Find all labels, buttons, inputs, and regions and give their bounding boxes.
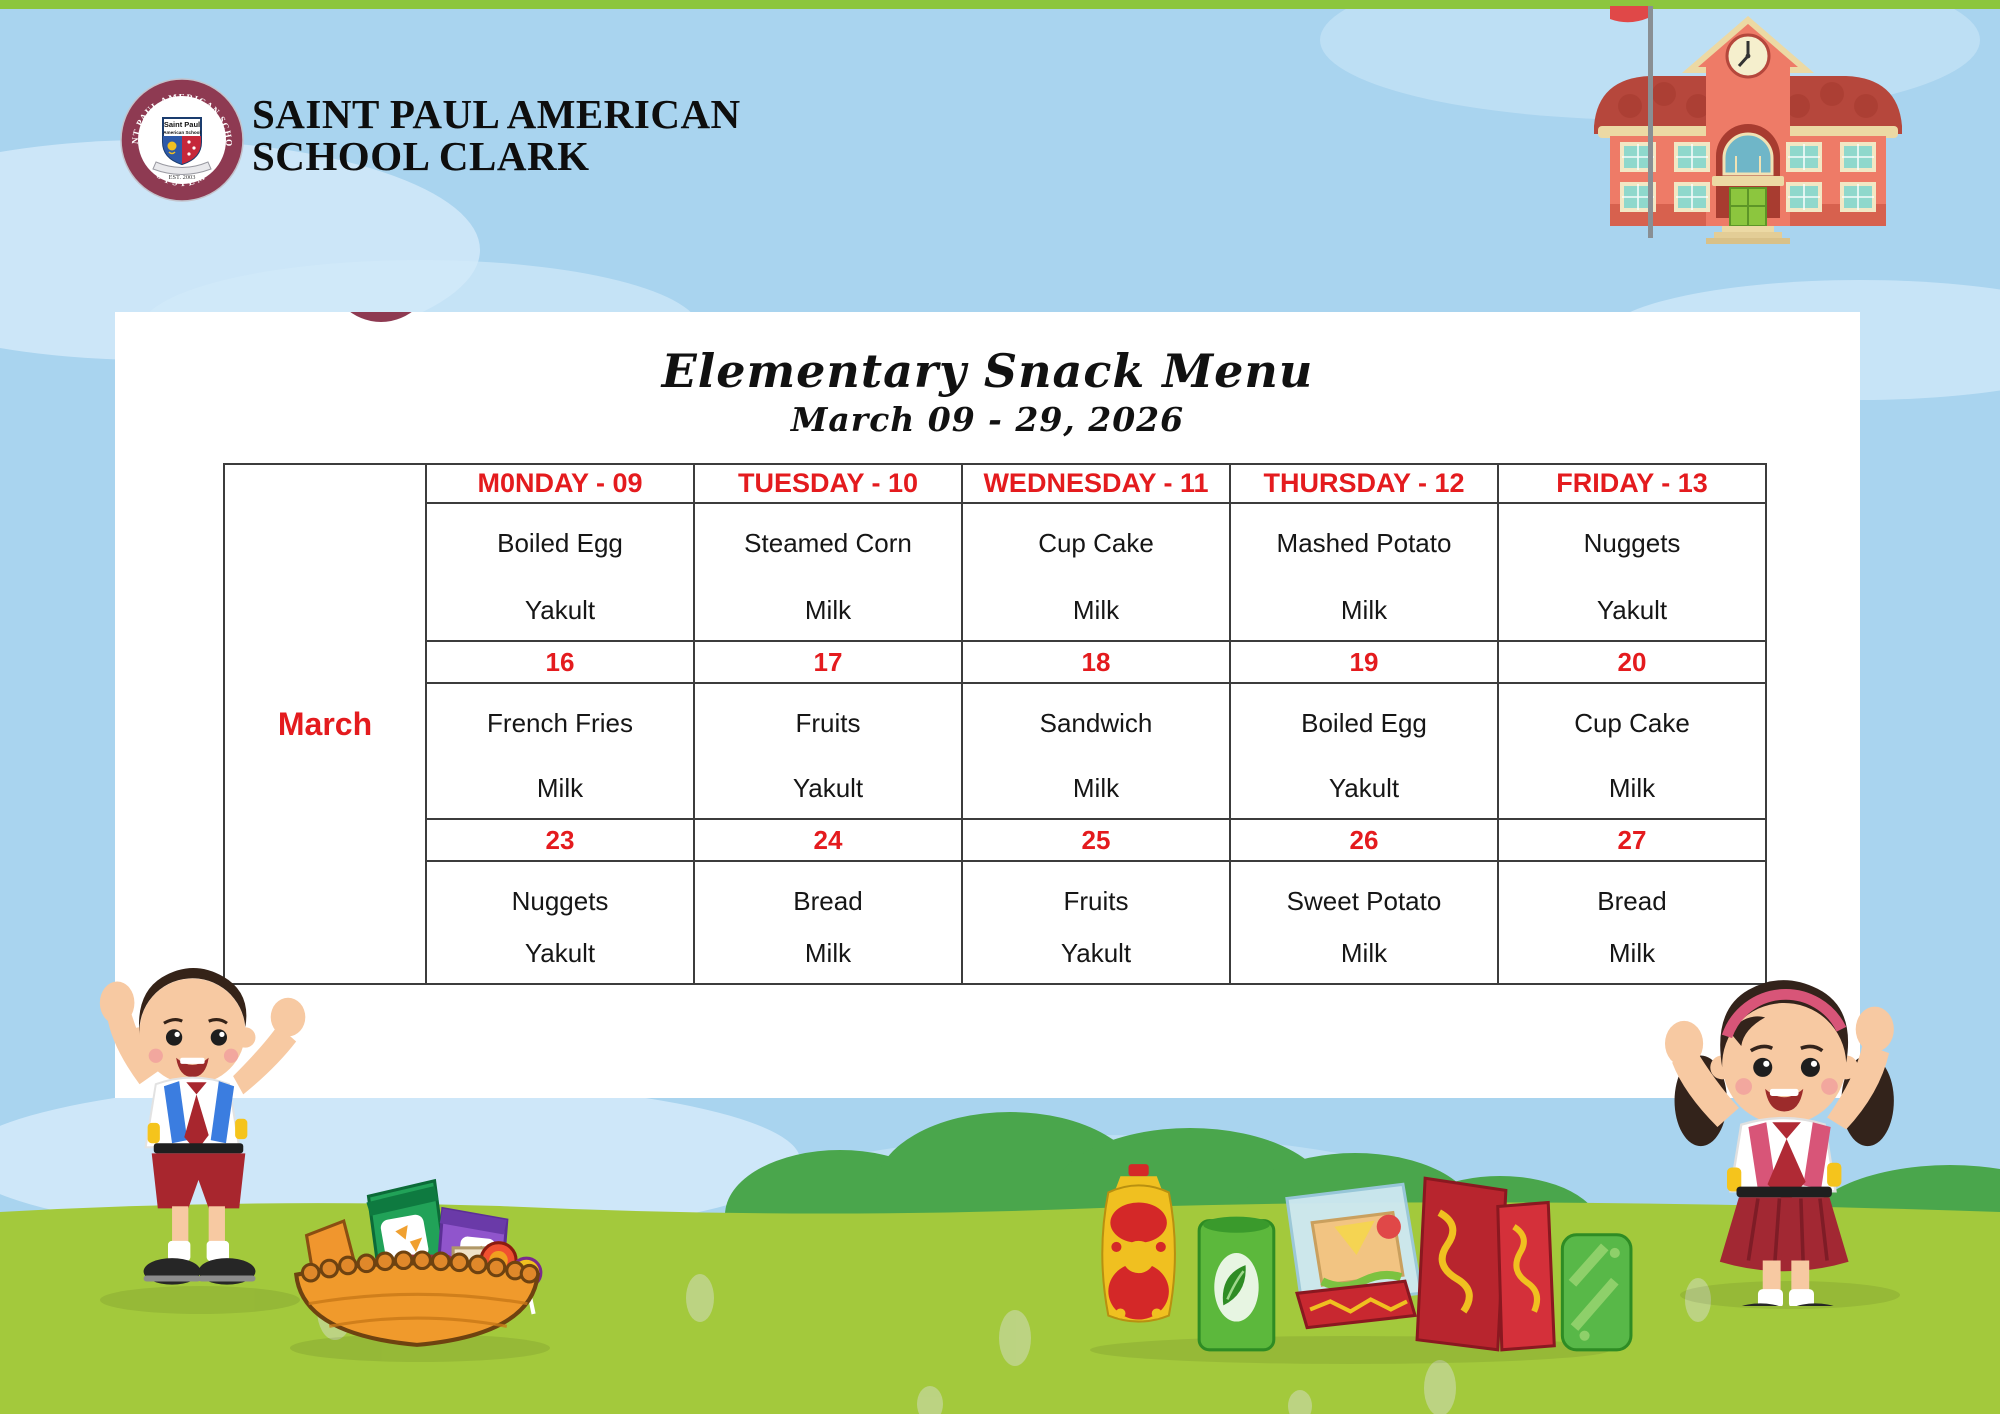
menu-drink: Milk [1608, 773, 1656, 803]
date-cell: 16 [425, 640, 695, 684]
menu-item: Bread [1597, 886, 1667, 916]
menu-item: Cup Cake [1574, 708, 1690, 738]
menu-item: Mashed Potato [1276, 528, 1452, 558]
menu-cell: Bread Milk [693, 860, 963, 985]
boy-student-illustration [99, 968, 306, 1285]
date-cell: 19 [1229, 640, 1499, 684]
menu-cell: Mashed Potato Milk [1229, 502, 1499, 642]
menu-drink: Milk [804, 595, 852, 625]
menu-item: Nuggets [1583, 528, 1681, 558]
windows [1620, 142, 1876, 212]
day-header-wednesday: WEDNESDAY - 11 [961, 463, 1231, 504]
menu-item: Steamed Corn [744, 528, 912, 558]
day-header-monday: M0NDAY - 09 [425, 463, 695, 504]
building-body [1594, 16, 1902, 244]
menu-drink: Milk [804, 938, 852, 968]
date-cell: 27 [1497, 818, 1767, 862]
snacks-row-illustration [1101, 1164, 1633, 1352]
menu-drink: Yakult [524, 595, 596, 625]
girl-student-illustration [1664, 980, 1894, 1306]
date-cell: 26 [1229, 818, 1499, 862]
menu-drink: Yakult [792, 773, 864, 803]
menu-item: Nuggets [511, 886, 609, 916]
menu-cell: Fruits Yakult [693, 682, 963, 820]
menu-drink: Yakult [1328, 773, 1400, 803]
menu-item: Fruits [1063, 886, 1129, 916]
menu-cell: French Fries Milk [425, 682, 695, 820]
menu-drink: Yakult [524, 938, 596, 968]
arched-window [1722, 132, 1774, 176]
menu-item: Boiled Egg [497, 528, 623, 558]
menu-drink: Yakult [1060, 938, 1132, 968]
menu-item: Bread [793, 886, 863, 916]
school-logo-seal: SAINT PAUL AMERICAN SCHOOL SYSTEM Saint … [120, 78, 244, 202]
menu-title: Elementary Snack Menu [661, 344, 1314, 398]
seal-shield-subtitle: American School [163, 130, 201, 135]
menu-drink: Milk [536, 773, 584, 803]
boy-shorts [151, 1153, 246, 1209]
date-cell: 23 [425, 818, 695, 862]
menu-cell: Boiled Egg Yakult [1229, 682, 1499, 820]
day-header-thursday: THURSDAY - 12 [1229, 463, 1499, 504]
day-header-tuesday: TUESDAY - 10 [693, 463, 963, 504]
date-cell: 25 [961, 818, 1231, 862]
menu-cell: Steamed Corn Milk [693, 502, 963, 642]
menu-cell: Cup Cake Milk [961, 502, 1231, 642]
seal-shield-title: Saint Paul [164, 120, 200, 129]
menu-item: Boiled Egg [1301, 708, 1427, 738]
seal-est-text: EST. 2003 [169, 174, 196, 181]
menu-cell: Cup Cake Milk [1497, 682, 1767, 820]
menu-item: Sweet Potato [1286, 886, 1442, 916]
partial-logo-arc [350, 312, 412, 322]
school-name-line1: SAINT PAUL AMERICAN [252, 91, 741, 137]
menu-cell: Nuggets Yakult [425, 860, 695, 985]
date-cell: 18 [961, 640, 1231, 684]
top-green-strip [0, 0, 2000, 9]
boy-tie [184, 1094, 209, 1152]
flag [1610, 6, 1648, 23]
menu-cell: Boiled Egg Yakult [425, 502, 695, 642]
menu-drink: Milk [1608, 938, 1656, 968]
menu-cell: Bread Milk [1497, 860, 1767, 985]
school-name-line2: SCHOOL CLARK [252, 132, 590, 179]
menu-date-range: March 09 - 29, 2026 [790, 400, 1185, 439]
snack-menu-table: March M0NDAY - 09 TUESDAY - 10 WEDNESDAY… [223, 463, 1767, 985]
menu-cell: Sweet Potato Milk [1229, 860, 1499, 985]
snack-box-red [1415, 1176, 1508, 1352]
menu-drink: Milk [1072, 595, 1120, 625]
boy-hair [138, 968, 247, 1036]
menu-item: Sandwich [1039, 708, 1153, 738]
snack-basket-illustration [294, 1178, 543, 1347]
menu-item: French Fries [487, 708, 633, 738]
date-cell: 24 [693, 818, 963, 862]
month-label: March [223, 463, 427, 985]
school-name: SAINT PAUL AMERICAN SCHOOL CLARK [252, 91, 741, 179]
menu-item: Fruits [795, 708, 861, 738]
seal-banner [152, 161, 212, 175]
menu-cell: Sandwich Milk [961, 682, 1231, 820]
menu-card: Elementary Snack Menu March 09 - 29, 202… [115, 312, 1860, 1098]
menu-drink: Milk [1340, 595, 1388, 625]
flag-pole [1648, 6, 1653, 238]
menu-drink: Milk [1340, 938, 1388, 968]
menu-item: Cup Cake [1038, 528, 1154, 558]
girl-skirt [1719, 1197, 1849, 1272]
menu-drink: Yakult [1596, 595, 1668, 625]
date-cell: 17 [693, 640, 963, 684]
date-cell: 20 [1497, 640, 1767, 684]
school-building-illustration [1594, 6, 1902, 244]
day-header-friday: FRIDAY - 13 [1497, 463, 1767, 504]
girl-headband [1721, 989, 1847, 1039]
menu-drink: Milk [1072, 773, 1120, 803]
menu-cell: Fruits Yakult [961, 860, 1231, 985]
menu-cell: Nuggets Yakult [1497, 502, 1767, 642]
